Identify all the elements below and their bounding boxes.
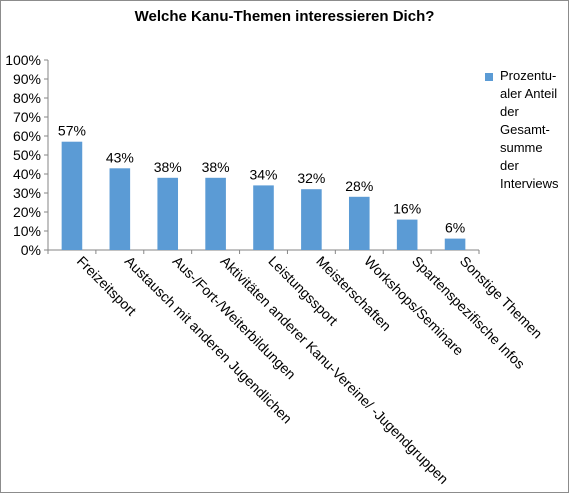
legend-swatch bbox=[485, 73, 493, 81]
bar bbox=[61, 141, 83, 250]
bar bbox=[348, 196, 370, 250]
legend-label: Prozentu- aler Anteil der Gesamt- summe … bbox=[500, 68, 559, 191]
y-tick-label: 100% bbox=[5, 52, 41, 68]
y-tick-label: 30% bbox=[13, 185, 41, 201]
x-tick-label: Aktivitäten anderer Kanu-Vereine/ -Jugen… bbox=[217, 253, 451, 487]
y-tick-label: 50% bbox=[13, 147, 41, 163]
y-tick-label: 10% bbox=[13, 223, 41, 239]
data-label: 6% bbox=[445, 220, 465, 236]
bar bbox=[396, 219, 418, 250]
data-label: 28% bbox=[345, 178, 373, 194]
y-tick-label: 0% bbox=[21, 242, 41, 258]
y-tick-label: 80% bbox=[13, 90, 41, 106]
data-label: 16% bbox=[393, 201, 421, 217]
data-label: 32% bbox=[297, 170, 325, 186]
data-label: 34% bbox=[249, 166, 277, 182]
y-tick-label: 40% bbox=[13, 166, 41, 182]
chart-title: Welche Kanu-Themen interessieren Dich? bbox=[134, 8, 435, 25]
bar bbox=[253, 185, 274, 250]
y-tick-label: 20% bbox=[13, 204, 41, 220]
data-label: 38% bbox=[154, 159, 182, 175]
data-label: 38% bbox=[202, 159, 230, 175]
data-labels: 57% 43% 38% 38% 34% 32% 28% 16% 6% bbox=[58, 123, 465, 236]
bar bbox=[444, 238, 466, 250]
x-tick-label: Austausch mit anderen Jugendlichen bbox=[122, 253, 296, 427]
y-tick-label: 70% bbox=[13, 109, 41, 125]
bar bbox=[157, 177, 179, 250]
y-ticks: 0% 10% 20% 30% 40% 50% 60% 70% 80% 90% 100% bbox=[5, 52, 48, 258]
data-label: 57% bbox=[58, 123, 86, 139]
bar bbox=[205, 177, 226, 250]
bar bbox=[301, 189, 322, 250]
bars bbox=[61, 141, 466, 250]
x-tick-label: Sonstige Themen bbox=[457, 253, 546, 342]
bar bbox=[109, 168, 131, 250]
data-label: 43% bbox=[106, 149, 134, 165]
y-tick-label: 60% bbox=[13, 128, 41, 144]
y-tick-label: 90% bbox=[13, 71, 41, 87]
